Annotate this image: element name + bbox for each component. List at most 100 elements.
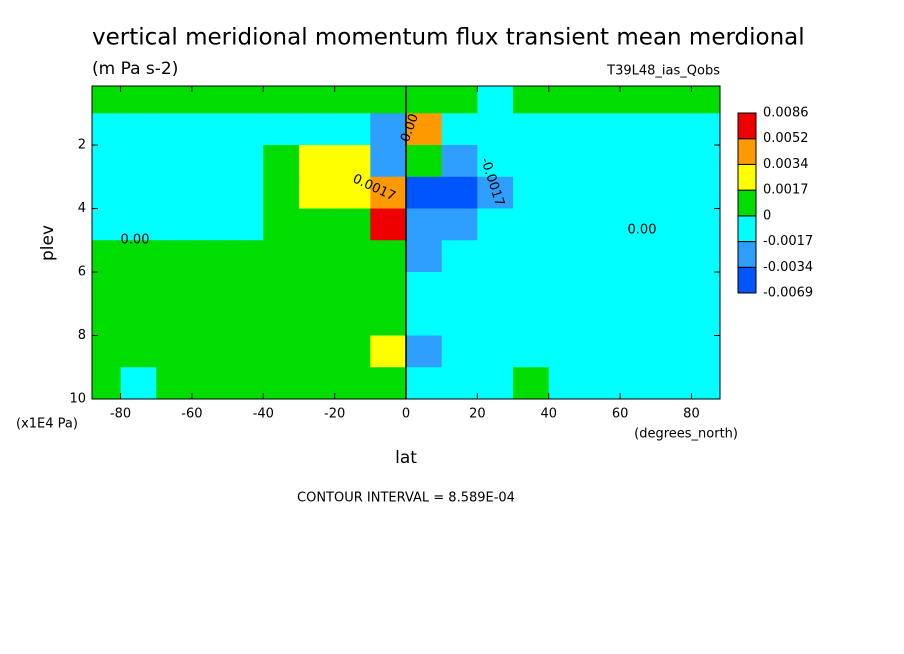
contour-cell — [513, 272, 550, 305]
colorbar-box — [737, 215, 757, 243]
contour-cell — [370, 208, 407, 241]
subtitle: (m Pa s-2) — [92, 59, 178, 79]
contour-cell — [92, 303, 122, 337]
colorbar-label: 0 — [763, 208, 771, 223]
x-tick-label: 80 — [683, 407, 700, 422]
contour-cell — [156, 86, 193, 114]
contour-cell — [120, 367, 157, 399]
contour-cell — [513, 303, 550, 337]
contour-cell — [92, 272, 122, 305]
contour-cell — [477, 86, 514, 114]
x-tick-label: -20 — [324, 407, 345, 422]
contour-cell — [370, 367, 407, 399]
contour-cell — [406, 240, 443, 273]
contour-cell — [441, 208, 478, 241]
colorbar-box — [737, 163, 757, 191]
contour-cell — [263, 240, 300, 273]
contour-cell — [620, 113, 657, 146]
contour-cell — [620, 145, 657, 178]
contour-cell — [263, 272, 300, 305]
contour-cell — [92, 335, 122, 368]
contour-cell — [620, 335, 657, 368]
contour-cell — [513, 176, 550, 210]
x-tick-label: -40 — [253, 407, 274, 422]
contour-cell — [620, 86, 657, 114]
contour-cell — [298, 272, 336, 305]
contour-cell — [370, 86, 407, 114]
contour-cell — [92, 86, 122, 114]
contour-cell — [477, 113, 514, 146]
contour-cell — [227, 86, 264, 114]
contour-cell — [655, 86, 692, 114]
contour-cell — [263, 113, 300, 146]
x-tick-label: 40 — [540, 407, 557, 422]
contour-cell — [477, 272, 514, 305]
contour-cell — [298, 303, 336, 337]
contour-cell — [513, 86, 550, 114]
y-tick-label: 4 — [78, 201, 86, 216]
colorbar-label: 0.0052 — [763, 131, 809, 146]
contour-cell — [191, 145, 229, 178]
contour-cell — [227, 240, 264, 273]
contour-cell — [655, 113, 692, 146]
contour-cell — [655, 145, 692, 178]
contour-cell — [441, 303, 478, 337]
contour-cell — [156, 176, 193, 210]
contour-cell — [92, 240, 122, 273]
contour-cell — [584, 145, 621, 178]
contour-cell — [441, 176, 478, 210]
contour-cell — [334, 145, 371, 178]
contour-cell — [620, 176, 657, 210]
contour-cell — [477, 240, 514, 273]
contour-cell — [92, 113, 122, 146]
colorbar-box — [737, 241, 757, 268]
contour-cell — [156, 367, 193, 399]
colorbar-label: -0.0069 — [763, 286, 813, 301]
x-tick-label: -60 — [181, 407, 202, 422]
contour-cell — [191, 240, 229, 273]
contour-cell — [191, 113, 229, 146]
colorbar-box — [737, 266, 757, 294]
contour-cell — [584, 367, 621, 399]
contour-cell — [92, 145, 122, 178]
contour-cell — [691, 176, 720, 210]
contour-cell — [120, 240, 157, 273]
contour-cell — [191, 367, 229, 399]
contour-cell — [334, 86, 371, 114]
contour-cell — [156, 145, 193, 178]
x-tick-label: 0 — [402, 407, 410, 422]
contour-cell — [441, 113, 478, 146]
contour-cell — [513, 145, 550, 178]
y-tick-label: 10 — [69, 392, 86, 407]
contour-cell — [334, 176, 371, 210]
contour-cell — [92, 367, 122, 399]
contour-cell — [620, 208, 657, 241]
contour-cell — [691, 113, 720, 146]
contour-cell — [691, 208, 720, 241]
contour-cell — [584, 240, 621, 273]
colorbar-label: 0.0034 — [763, 157, 809, 172]
contour-cell — [691, 86, 720, 114]
contour-cell — [406, 335, 443, 368]
contour-cell — [298, 208, 336, 241]
contour-cell — [263, 86, 300, 114]
y-tick-label: 6 — [78, 265, 86, 280]
y-axis-label: plev — [38, 225, 58, 261]
contour-cell — [655, 272, 692, 305]
contour-cell — [548, 303, 585, 337]
contour-cell — [370, 240, 407, 273]
contour-cell — [691, 272, 720, 305]
contour-cell — [513, 208, 550, 241]
x-units: (degrees_north) — [634, 427, 738, 442]
contour-cell — [298, 145, 336, 178]
contour-cell — [620, 240, 657, 273]
contour-cell — [406, 208, 443, 241]
contour-cell — [334, 303, 371, 337]
contour-cell — [120, 208, 157, 241]
contour-cell — [92, 176, 122, 210]
contour-cell — [156, 113, 193, 146]
contour-cell — [441, 86, 478, 114]
colorbar-label: -0.0034 — [763, 260, 813, 275]
